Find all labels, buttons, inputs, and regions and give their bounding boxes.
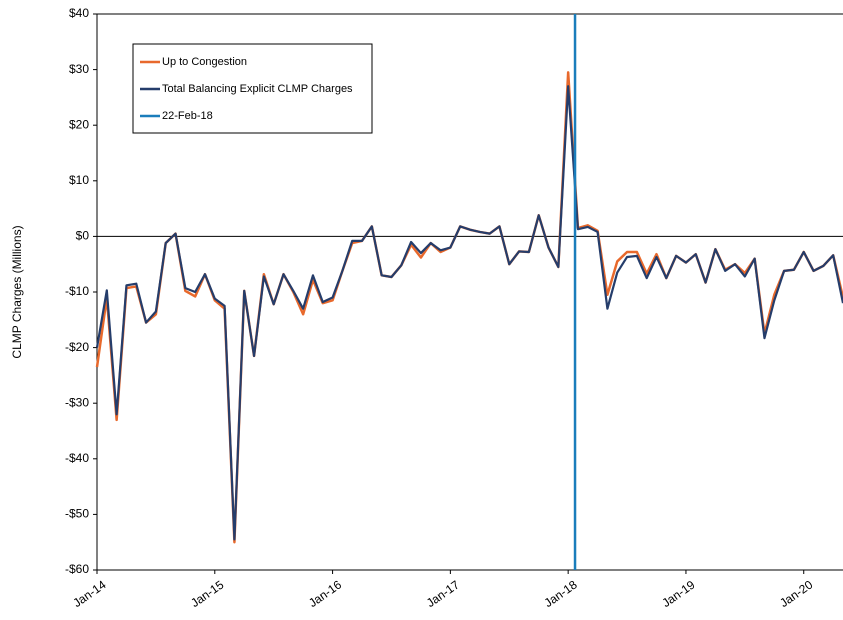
y-tick-label: -$40 <box>65 451 89 465</box>
x-tick-label: Jan-18 <box>542 577 580 610</box>
x-tick-label: Jan-17 <box>424 577 462 610</box>
x-tick-label: Jan-19 <box>659 577 697 610</box>
y-tick-label: $20 <box>69 117 89 131</box>
x-tick-label: Jan-20 <box>777 577 815 610</box>
x-tick-label: Jan-15 <box>188 577 226 610</box>
legend-label: 22-Feb-18 <box>162 110 213 122</box>
legend: Up to Congestion Total Balancing Explicit… <box>132 43 373 134</box>
legend-box <box>132 43 373 134</box>
y-tick-label: -$50 <box>65 507 89 521</box>
y-tick-label: -$30 <box>65 395 89 409</box>
y-tick-label: $30 <box>69 62 89 76</box>
y-tick-label: $0 <box>76 229 90 243</box>
y-tick-label: -$60 <box>65 562 89 576</box>
series-line <box>95 85 843 541</box>
y-tick-label: -$10 <box>65 284 89 298</box>
x-tick-label: Jan-14 <box>70 577 108 610</box>
y-tick-label: -$20 <box>65 340 89 354</box>
y-tick-label: $10 <box>69 173 89 187</box>
y-axis-label: CLMP Charges (Millions) <box>10 225 24 358</box>
x-tick-label: Jan-16 <box>306 577 344 610</box>
legend-label: Up to Congestion <box>162 56 247 68</box>
y-tick-label: $40 <box>69 6 89 20</box>
series-line <box>95 71 843 544</box>
legend-label: Total Balancing Explicit CLMP Charges <box>162 83 353 95</box>
